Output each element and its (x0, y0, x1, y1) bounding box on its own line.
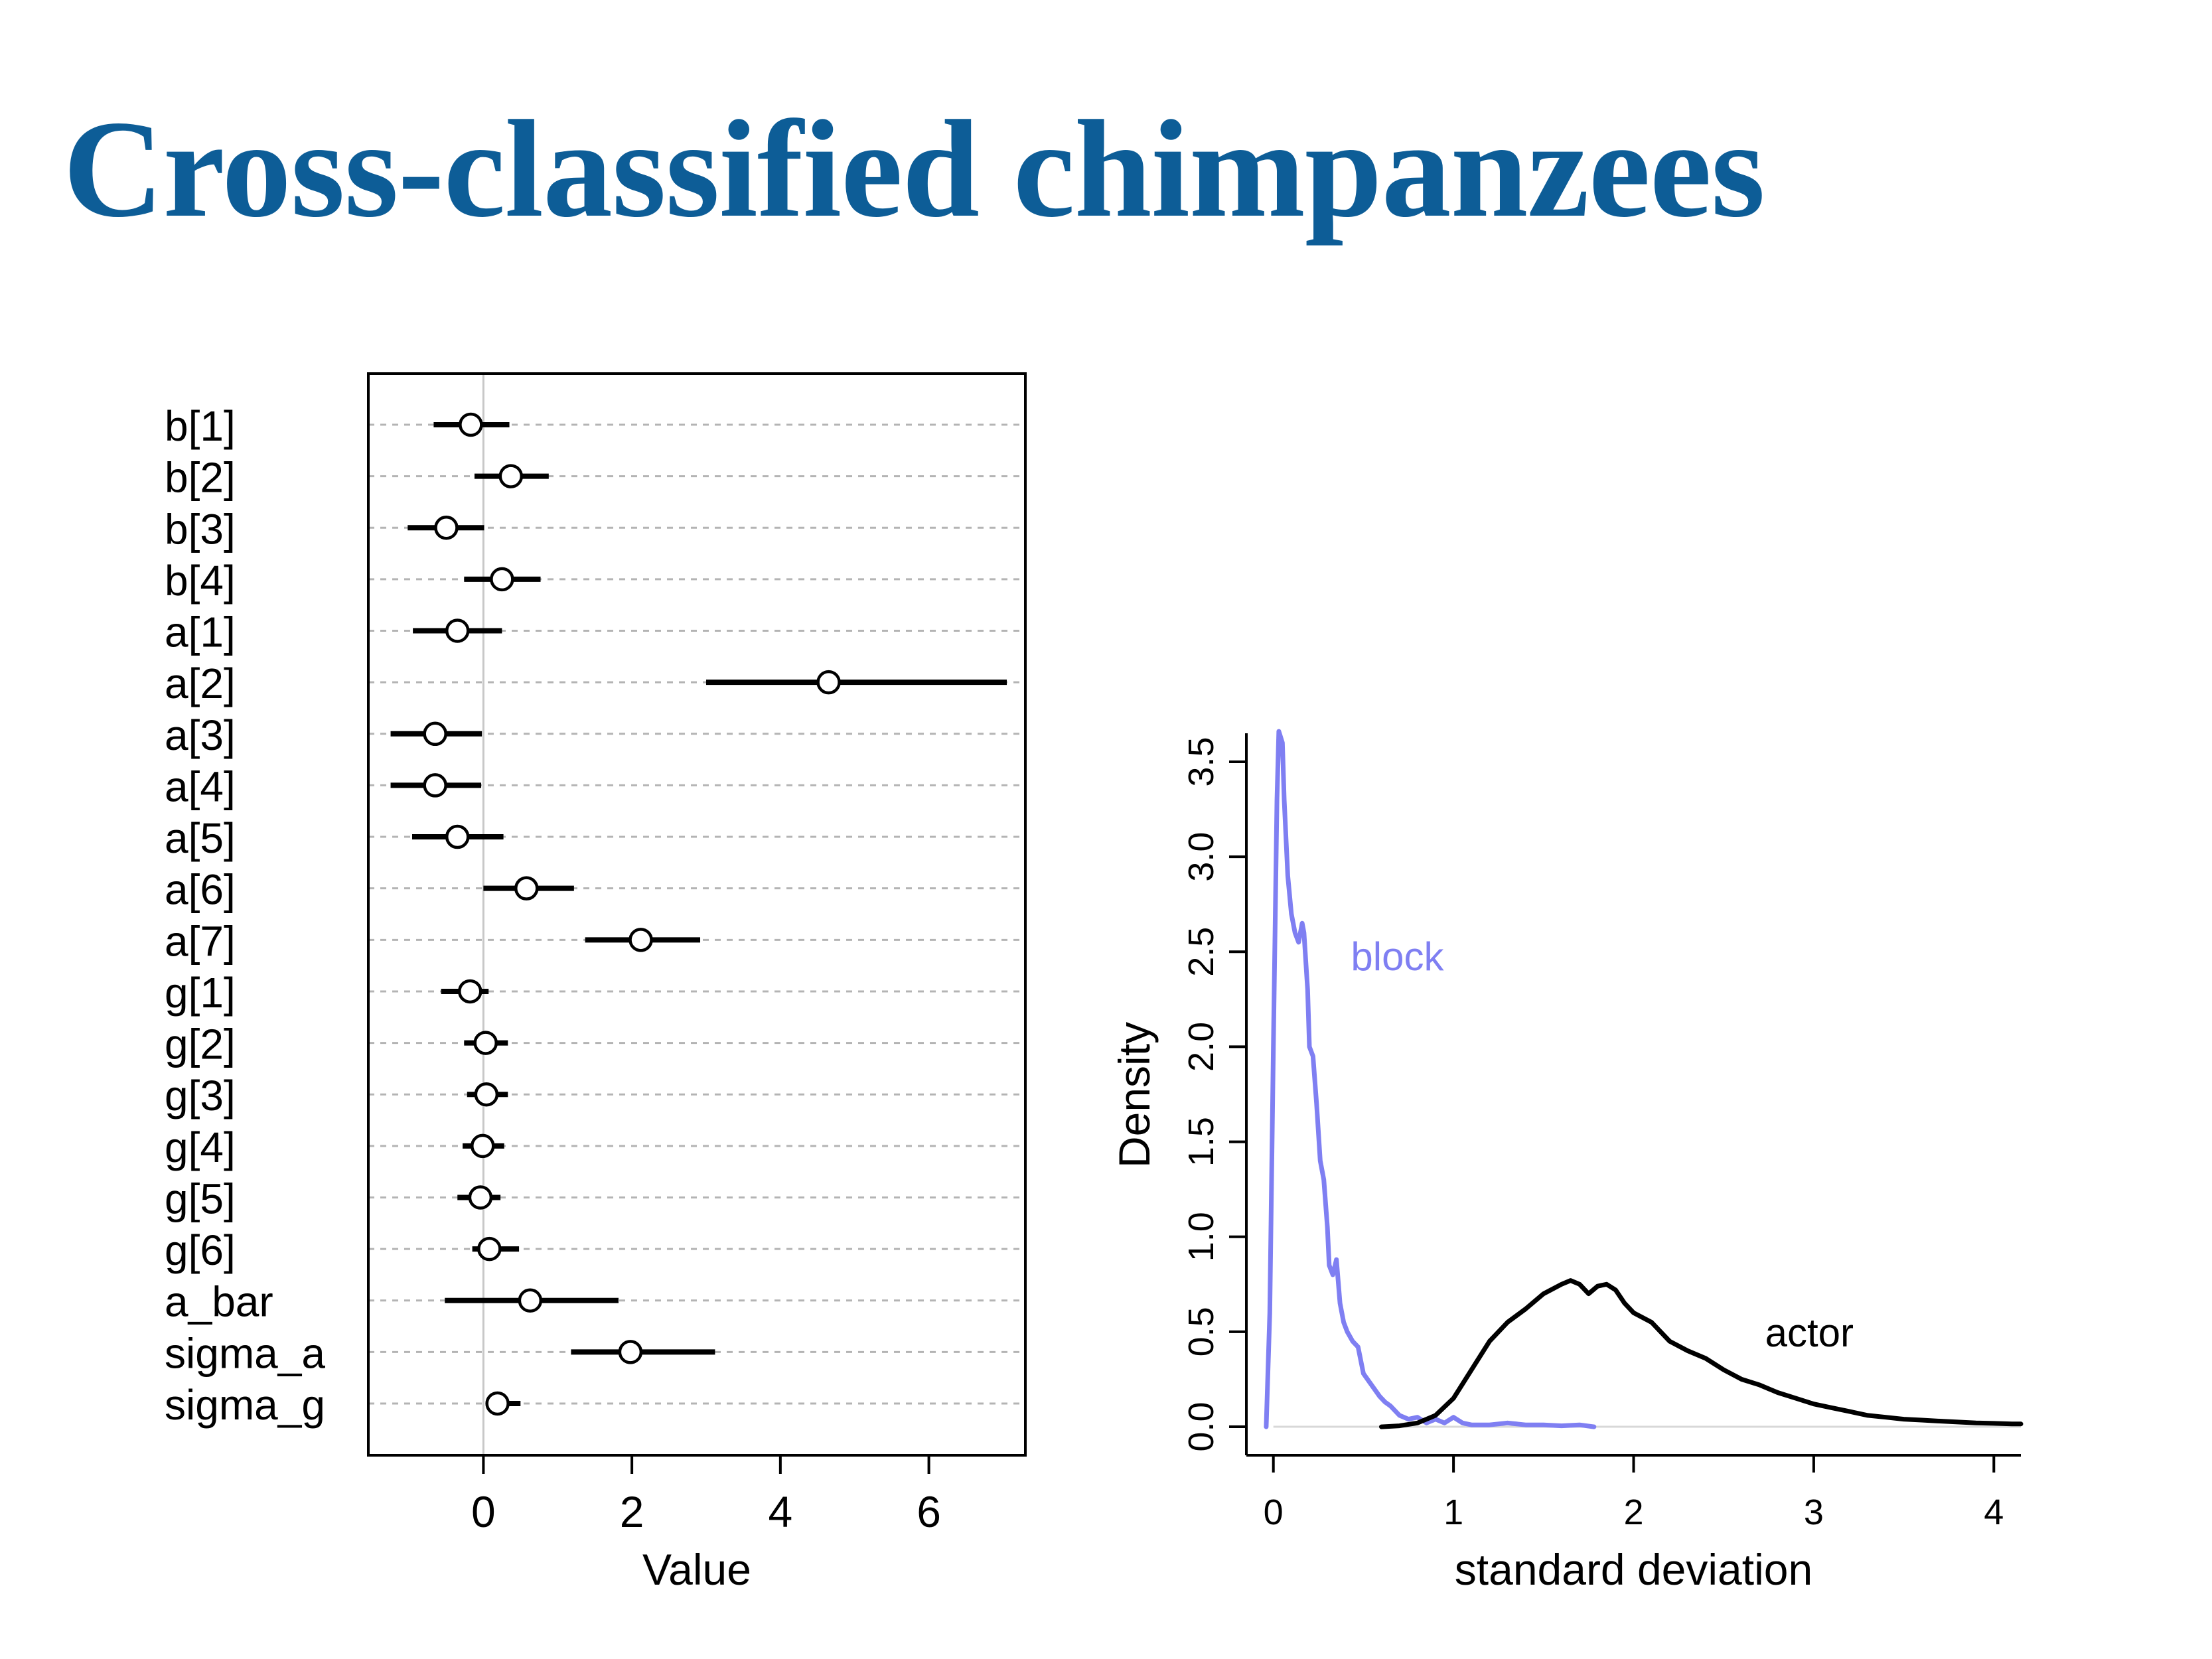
parameter-label: a[6] (165, 866, 236, 914)
precis-chart: b[1]b[2]b[3]b[4]a[1]a[2]a[3]a[4]a[5]a[6]… (165, 372, 1027, 1594)
mean-point (445, 824, 470, 849)
mean-point (459, 412, 483, 437)
x-axis-label: Value (642, 1545, 751, 1594)
y-tick-label: 1.0 (1181, 1212, 1221, 1262)
mean-point (628, 928, 653, 952)
annotation-block: block (1351, 934, 1444, 979)
x-axis-label: standard deviation (1455, 1545, 1812, 1594)
x-tick-label: 0 (1264, 1492, 1284, 1532)
y-tick-label: 2.5 (1181, 927, 1221, 977)
mean-point (485, 1391, 510, 1416)
x-tick-label: 0 (471, 1487, 496, 1536)
parameter-label: b[2] (165, 454, 236, 502)
mean-point (423, 773, 447, 798)
parameter-label: a[5] (165, 814, 236, 862)
parameter-label: b[1] (165, 402, 236, 450)
x-tick-label: 1 (1443, 1492, 1463, 1532)
mean-point (816, 670, 841, 695)
plot-frame (367, 372, 1027, 1457)
x-tick-label: 2 (1623, 1492, 1643, 1532)
y-tick-label: 3.5 (1181, 737, 1221, 786)
x-tick-label: 6 (917, 1487, 941, 1536)
mean-point (490, 567, 514, 592)
y-tick-label: 1.5 (1181, 1117, 1221, 1167)
parameter-label: g[2] (165, 1021, 236, 1068)
mean-point (434, 516, 459, 540)
parameter-label: a[2] (165, 660, 236, 707)
y-tick-label: 3.0 (1181, 832, 1221, 882)
parameter-label: a[1] (165, 609, 236, 656)
parameter-label: b[4] (165, 557, 236, 605)
mean-point (445, 618, 470, 643)
annotation-actor: actor (1765, 1311, 1854, 1355)
mean-point (468, 1185, 493, 1210)
mean-point (518, 1288, 543, 1313)
density-chart: 0.0 0.5 1.0 1.5 2.0 2.5 3.0 3.5 0 1 2 3 4 standard de… (1110, 729, 2024, 1594)
mean-point (618, 1340, 643, 1364)
parameter-label: a[4] (165, 762, 236, 810)
parameter-label: sigma_a (165, 1329, 325, 1377)
parameter-label: g[4] (165, 1123, 236, 1171)
parameter-label: a_bar (165, 1278, 273, 1326)
mean-point (473, 1031, 498, 1055)
x-tick-label: 4 (1984, 1492, 2004, 1532)
mean-point (471, 1133, 495, 1159)
parameter-label: b[3] (165, 505, 236, 553)
mean-point (423, 721, 447, 747)
parameter-label: sigma_g (165, 1381, 325, 1429)
parameter-label: a[7] (165, 917, 236, 965)
x-tick-label: 2 (620, 1487, 644, 1536)
x-tick-label: 3 (1804, 1492, 1824, 1532)
y-tick-label: 2.0 (1181, 1022, 1221, 1072)
y-axis-label: Density (1110, 1022, 1159, 1168)
mean-point (498, 464, 524, 488)
density-line-actor (1379, 1278, 2024, 1429)
parameter-label: a[3] (165, 711, 236, 759)
parameter-label: g[5] (165, 1175, 236, 1222)
density-line-block (1264, 729, 1597, 1429)
y-tick-label: 0.0 (1181, 1402, 1221, 1452)
mean-point (458, 979, 482, 1004)
mean-point (477, 1236, 502, 1262)
mean-point (474, 1082, 499, 1107)
parameter-label: g[6] (165, 1226, 236, 1274)
x-tick-label: 4 (768, 1487, 792, 1536)
mean-point (514, 876, 539, 901)
parameter-label: g[1] (165, 969, 236, 1017)
y-tick-label: 0.5 (1181, 1307, 1221, 1356)
slide-title: Cross-classified chimpanzees (63, 92, 1765, 246)
parameter-label: g[3] (165, 1072, 236, 1119)
